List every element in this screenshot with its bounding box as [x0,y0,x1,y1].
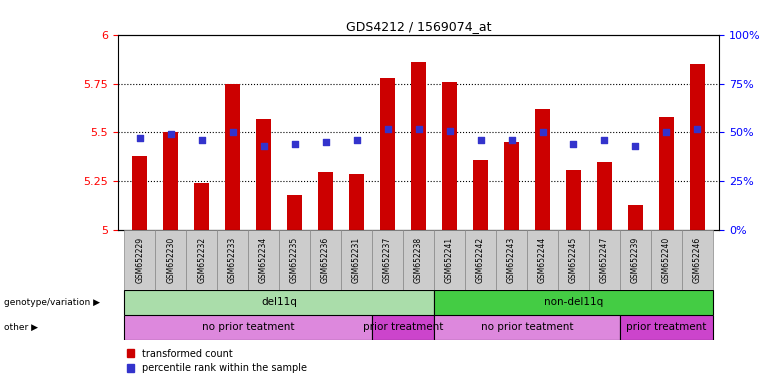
Point [444,127,456,134]
Bar [565,170,581,230]
Text: GSM652238: GSM652238 [414,237,423,283]
Bar [496,230,527,290]
Bar [597,162,613,230]
Point [257,143,269,149]
Point [629,143,642,149]
Text: GSM652244: GSM652244 [538,237,547,283]
Bar [651,230,682,290]
Bar [186,230,217,290]
Bar [310,230,341,290]
Text: GSM652230: GSM652230 [166,237,175,283]
Bar [527,230,558,290]
Point [381,126,393,132]
Text: prior treatment: prior treatment [626,322,707,333]
Text: GSM652233: GSM652233 [228,237,237,283]
Bar [620,315,713,340]
Bar [659,117,674,230]
Bar [434,290,713,315]
Bar [194,184,209,230]
Text: GSM652237: GSM652237 [383,237,392,283]
Bar [558,230,589,290]
Bar [349,174,365,230]
Text: prior treatment: prior treatment [363,322,443,333]
Text: non-del11q: non-del11q [544,297,603,308]
Text: del11q: del11q [261,297,297,308]
Text: GSM652234: GSM652234 [259,237,268,283]
Bar [372,315,434,340]
Text: GSM652232: GSM652232 [197,237,206,283]
Point [537,129,549,136]
Bar [628,205,643,230]
Text: no prior teatment: no prior teatment [481,322,573,333]
Point [568,141,580,147]
Point [164,131,177,137]
Text: GSM652245: GSM652245 [569,237,578,283]
Bar [442,81,457,230]
Point [691,126,703,132]
Bar [411,62,426,230]
Point [351,137,363,143]
Bar [132,156,148,230]
Title: GDS4212 / 1569074_at: GDS4212 / 1569074_at [345,20,492,33]
Bar [620,230,651,290]
Text: GSM652247: GSM652247 [600,237,609,283]
Text: GSM652239: GSM652239 [631,237,640,283]
Point [134,135,146,141]
Bar [341,230,372,290]
Point [288,141,301,147]
Bar [163,132,178,230]
Point [320,139,332,146]
Bar [682,230,713,290]
Text: GSM652246: GSM652246 [693,237,702,283]
Bar [535,109,550,230]
Text: GSM652240: GSM652240 [662,237,671,283]
Point [598,137,610,143]
Bar [380,78,395,230]
Text: GSM652231: GSM652231 [352,237,361,283]
Bar [434,315,620,340]
Bar [473,160,489,230]
Bar [287,195,302,230]
Bar [124,315,372,340]
Bar [434,230,465,290]
Bar [256,119,272,230]
Point [412,126,425,132]
Bar [689,64,705,230]
Text: GSM652243: GSM652243 [507,237,516,283]
Point [505,137,517,143]
Legend: transformed count, percentile rank within the sample: transformed count, percentile rank withi… [123,345,311,377]
Point [661,129,673,136]
Bar [124,290,434,315]
Point [196,137,208,143]
Bar [217,230,248,290]
Bar [248,230,279,290]
Bar [279,230,310,290]
Text: GSM652241: GSM652241 [445,237,454,283]
Point [227,129,239,136]
Text: no prior teatment: no prior teatment [202,322,295,333]
Bar [124,230,155,290]
Bar [504,142,519,230]
Bar [318,172,333,230]
Point [474,137,486,143]
Text: GSM652229: GSM652229 [135,237,144,283]
Bar [465,230,496,290]
Bar [403,230,434,290]
Text: genotype/variation ▶: genotype/variation ▶ [4,298,100,307]
Text: GSM652236: GSM652236 [321,237,330,283]
Bar [224,84,240,230]
Bar [372,230,403,290]
Bar [589,230,620,290]
Text: other ▶: other ▶ [4,323,38,332]
Bar [155,230,186,290]
Text: GSM652235: GSM652235 [290,237,299,283]
Text: GSM652242: GSM652242 [476,237,485,283]
